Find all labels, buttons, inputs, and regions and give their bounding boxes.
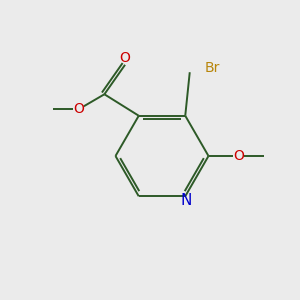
Text: O: O xyxy=(73,102,84,116)
Text: O: O xyxy=(120,51,130,65)
Text: O: O xyxy=(233,149,244,163)
Text: N: N xyxy=(181,193,192,208)
Text: Br: Br xyxy=(205,61,220,75)
